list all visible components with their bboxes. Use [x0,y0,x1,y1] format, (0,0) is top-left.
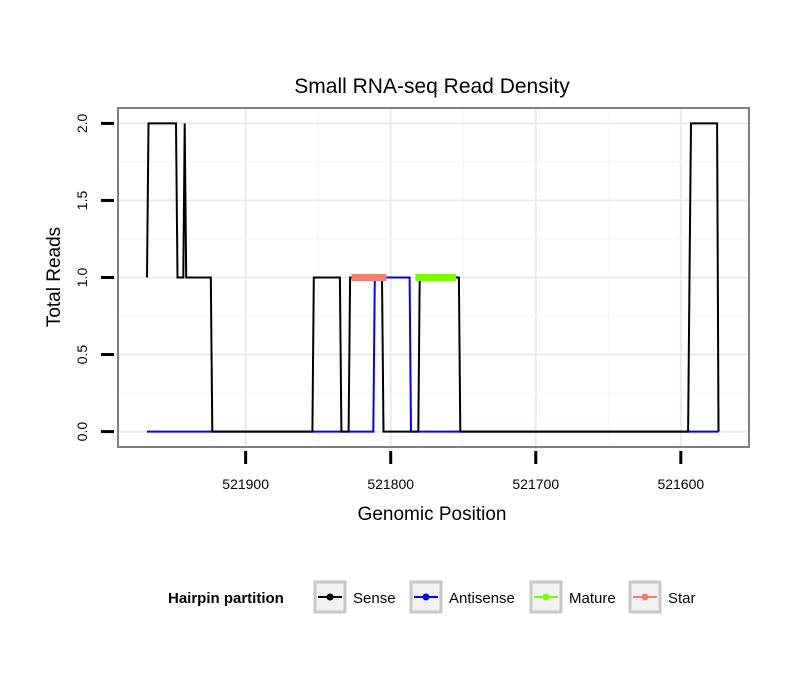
legend-key-point [641,593,649,601]
chart-title: Small RNA-seq Read Density [294,75,570,98]
y-tick-label: 2.0 [74,113,90,133]
x-axis-label: Genomic Position [358,504,507,525]
y-axis: 0.0 0.5 1.0 1.5 2.0 [74,113,114,441]
y-tick-label: 0.5 [74,345,90,365]
x-tick-label: 521900 [222,476,269,492]
legend-label: Antisense [449,590,515,607]
legend-label: Sense [353,590,396,607]
legend-item-sense: Sense [313,580,396,614]
x-tick-label: 521600 [657,476,704,492]
y-tick-label: 1.5 [74,191,90,211]
legend-item-antisense: Antisense [409,580,515,614]
legend: Hairpin partition Sense Antisense Mature St… [168,580,696,614]
series-layer [146,122,720,433]
x-tick-label: 521800 [367,476,414,492]
x-tick-label: 521700 [512,476,559,492]
y-axis-label: Total Reads [44,227,65,327]
series-line-sense [146,122,720,433]
plot-border [117,107,750,448]
y-tick-label: 1.0 [74,268,90,288]
y-tick-label: 0.0 [74,422,90,442]
legend-key-point [326,593,334,601]
legend-label: Mature [569,590,616,607]
legend-label: Star [668,590,696,607]
x-axis: 521900 521800 521700 521600 [222,451,704,492]
legend-title: Hairpin partition [168,590,284,607]
legend-item-mature: Mature [529,580,616,614]
legend-item-star: Star [628,580,696,614]
legend-key-point [542,593,550,601]
legend-key-point [422,593,430,601]
